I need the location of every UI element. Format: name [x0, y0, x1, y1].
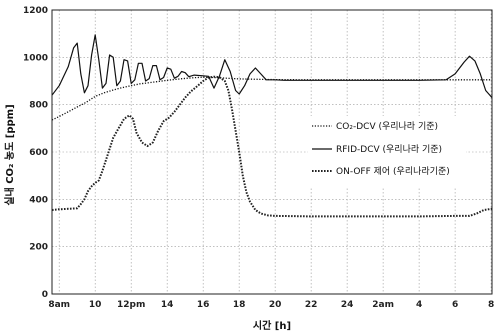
series-line-on-off [51, 75, 493, 218]
x-tick-labels: 8am 10 12pm 14 16 18 20 22 24 2am 4 6 8 [48, 300, 494, 310]
series-line-rfid-dcv [51, 34, 493, 98]
y-tick-label: 800 [29, 101, 48, 111]
legend-label-co2-dcv: CO₂-DCV (우리나라 기준) [336, 121, 438, 132]
x-tick-label: 22 [305, 300, 318, 310]
legend-label-on-off: ON-OFF 제어 (우리나라기준) [336, 166, 450, 177]
y-tick-label: 600 [29, 148, 48, 158]
x-tick-label: 14 [161, 300, 174, 310]
x-tick-label: 8am [48, 300, 70, 310]
x-tick-label: 20 [269, 300, 282, 310]
x-tick-label: 4 [416, 300, 422, 310]
x-tick-label: 10 [89, 300, 102, 310]
y-tick-label: 1000 [23, 53, 48, 63]
x-tick-label: 6 [452, 300, 458, 310]
y-tick-labels: 0 200 400 600 800 1000 1200 [23, 6, 48, 300]
x-tick-label: 12pm [117, 300, 145, 310]
x-tick-label: 16 [197, 300, 210, 310]
x-tick-label: 24 [341, 300, 354, 310]
legend: CO₂-DCV (우리나라 기준) RFID-DCV (우리나라 기준) ON-… [308, 116, 466, 188]
x-tick-label: 8 [488, 300, 494, 310]
y-tick-label: 200 [29, 243, 48, 253]
y-axis-title: 실내 CO₂ 농도 [ppm] [3, 104, 16, 205]
y-tick-label: 0 [42, 290, 48, 300]
x-tick-label: 2am [372, 300, 394, 310]
y-tick-label: 1200 [23, 6, 48, 16]
plot-frame [51, 9, 493, 295]
legend-label-rfid-dcv: RFID-DCV (우리나라 기준) [336, 144, 442, 155]
x-tick-label: 18 [233, 300, 246, 310]
legend-box [308, 116, 466, 188]
x-axis-title: 시간 [h] [253, 319, 291, 332]
y-tick-label: 400 [29, 195, 48, 205]
series-layer [51, 34, 493, 218]
